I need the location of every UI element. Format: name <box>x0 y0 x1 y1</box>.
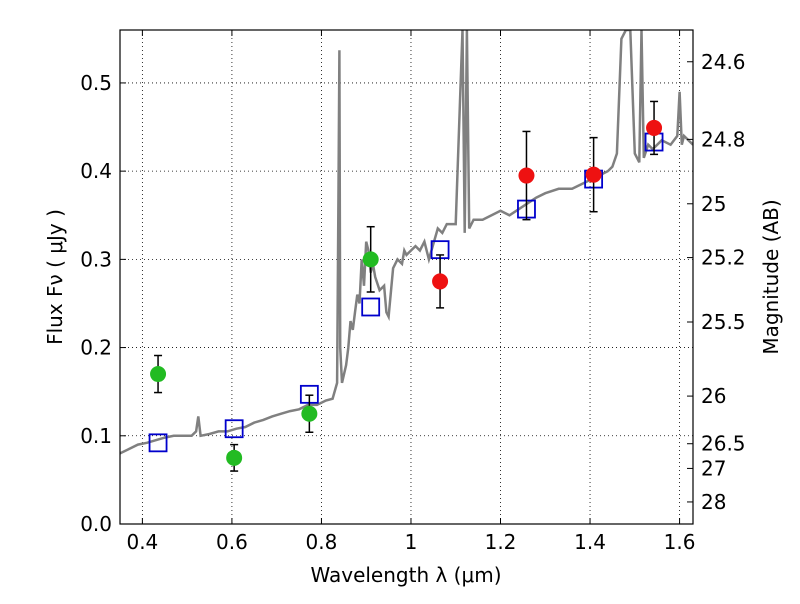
observed-flux-point <box>646 119 663 136</box>
y2-tick-label: 25.2 <box>701 246 746 270</box>
observed-flux-point <box>362 251 379 268</box>
model-photometry-square <box>148 433 168 453</box>
x-tick-label: 1.4 <box>574 530 606 554</box>
y2-tick-label: 26 <box>701 384 726 408</box>
x-tick-label: 1 <box>405 530 418 554</box>
observed-flux-point <box>150 366 167 383</box>
ticks: 0.4 0.6 0.8 1 1.2 1.4 1.6 0.0 0.1 0.2 0.3 0.4 0.5 24.… <box>80 30 746 554</box>
plot-area <box>120 30 693 472</box>
axes-frame <box>119 29 694 525</box>
observed-flux-point <box>226 449 243 466</box>
x-tick-label: 0.4 <box>126 530 158 554</box>
y2-tick-label: 28 <box>701 490 726 514</box>
x-tick-label: 0.8 <box>306 530 338 554</box>
model-photometry-square <box>224 419 244 439</box>
y2-tick-label: 26.5 <box>701 432 746 456</box>
y2-tick-label: 25 <box>701 192 726 216</box>
x-tick-label: 1.6 <box>664 530 696 554</box>
x-axis-label: Wavelength λ (μm) <box>310 563 501 587</box>
observed-flux-point <box>432 273 449 290</box>
y-tick-label: 0.3 <box>80 247 112 271</box>
y-tick-label: 0.1 <box>80 424 112 448</box>
y2-tick-label: 24.6 <box>701 50 746 74</box>
y-tick-label: 0.2 <box>80 336 112 360</box>
y2-tick-label: 27 <box>701 456 726 480</box>
y2-tick-label: 24.8 <box>701 127 746 151</box>
y-tick-label: 0.0 <box>80 512 112 536</box>
y-tick-label: 0.5 <box>80 71 112 95</box>
observed-flux-point <box>301 405 318 422</box>
y2-axis-label: Magnitude (AB) <box>759 199 783 354</box>
y2-tick-label: 25.5 <box>701 310 746 334</box>
y-tick-label: 0.4 <box>80 159 112 183</box>
grid <box>120 30 693 525</box>
x-tick-label: 0.6 <box>216 530 248 554</box>
observed-flux-point <box>518 167 535 184</box>
model-spectrum-line <box>120 30 693 455</box>
observed-flux-point <box>585 166 602 183</box>
model-photometry-square <box>361 297 381 317</box>
x-tick-label: 1.2 <box>485 530 517 554</box>
y-axis-label: Flux Fν ( μJy ) <box>43 209 67 345</box>
